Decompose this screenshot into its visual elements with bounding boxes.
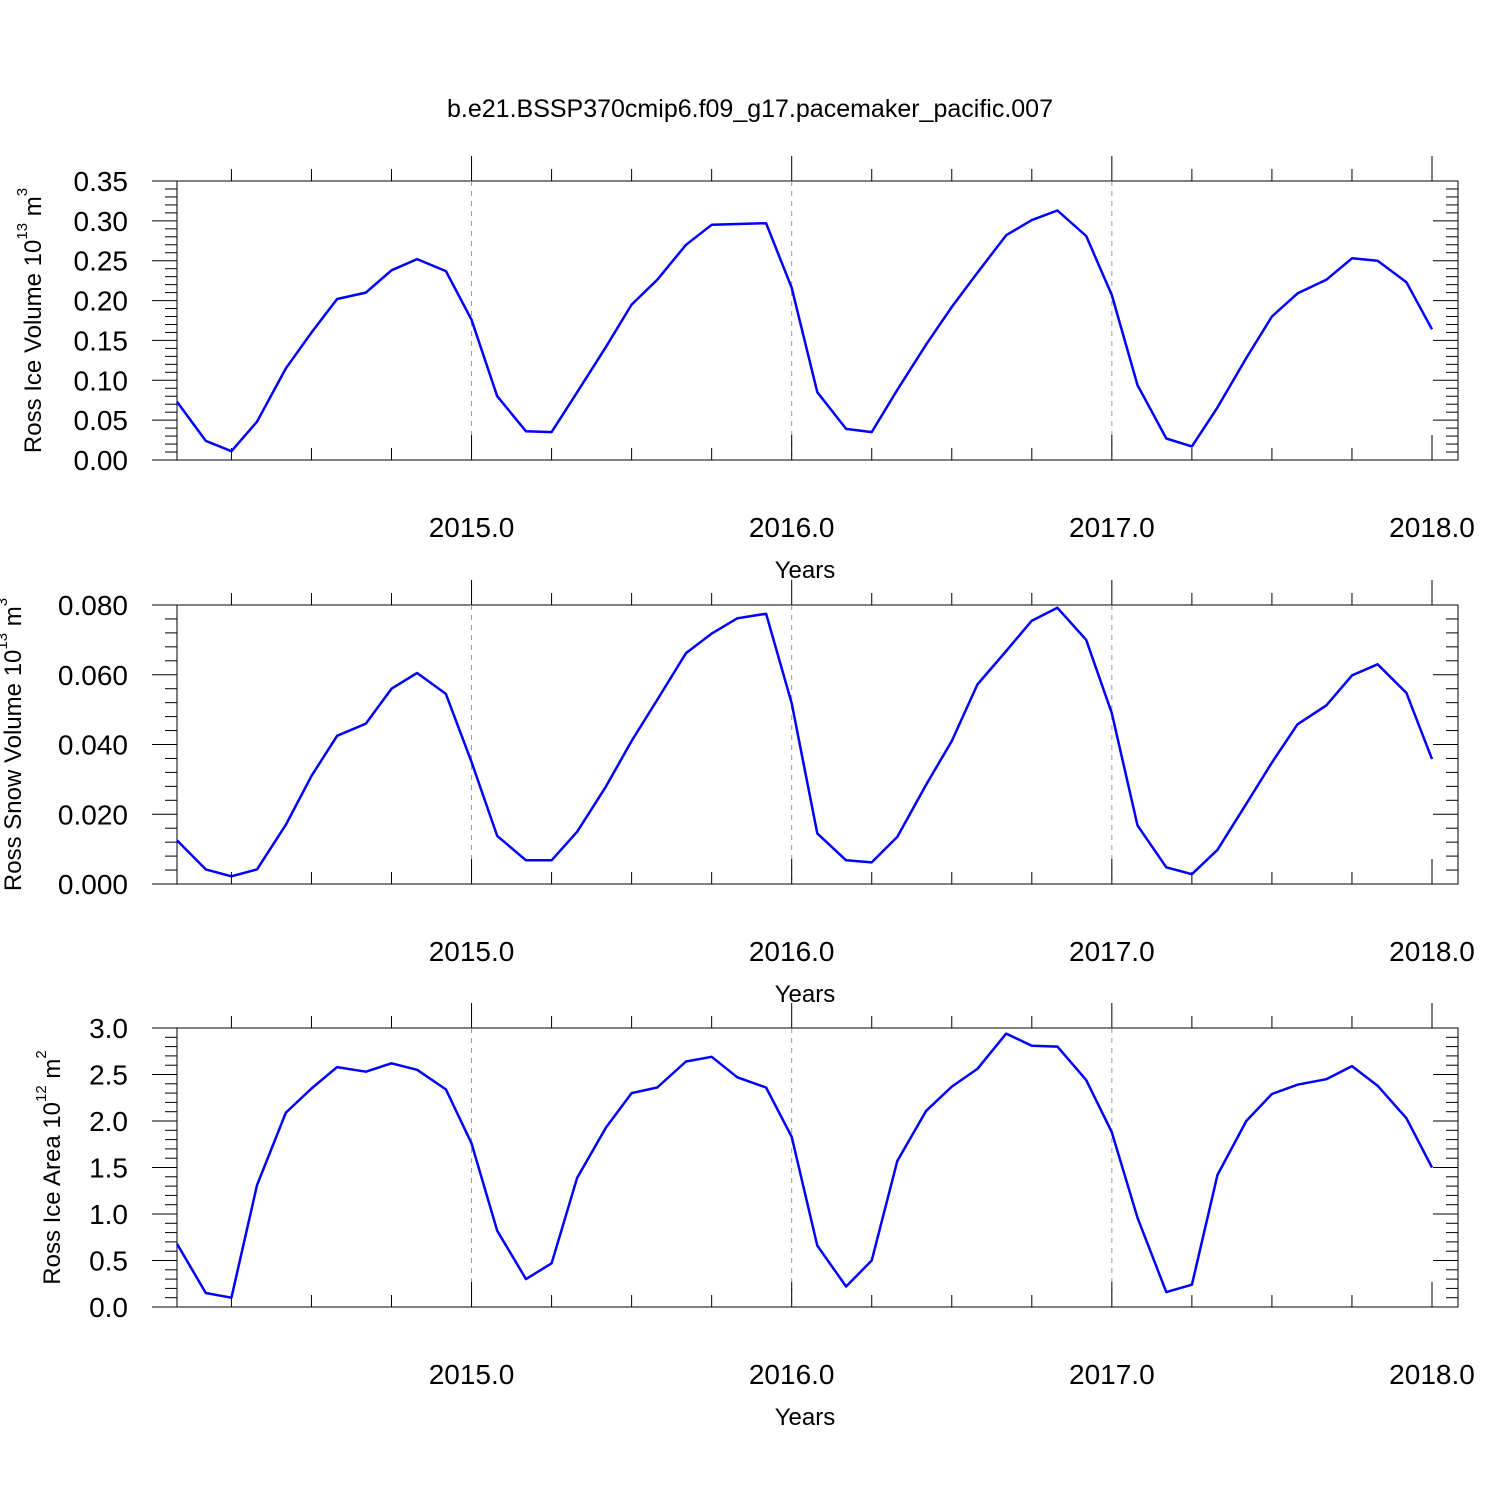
y-tick-label: 2.5 xyxy=(89,1060,128,1091)
x-tick-label: 2017.0 xyxy=(1069,936,1155,967)
x-tick-label: 2017.0 xyxy=(1069,512,1155,543)
y-tick-label: 2.0 xyxy=(89,1106,128,1137)
panel-3: 0.0 0.5 1.0 1.5 2.0 2.5 3.0 2015.0 2016.0 2017.0 2… xyxy=(33,1003,1475,1431)
y-tick-label: 0.000 xyxy=(58,869,128,900)
y-tick-label: 0.20 xyxy=(74,286,129,317)
x-tick-label: 2015.0 xyxy=(429,512,515,543)
y-axis-title-unit-exponent: 3 xyxy=(0,598,11,606)
plot-frame xyxy=(176,604,1459,885)
y-axis-title: Ross Ice Volume 1013 m3 xyxy=(14,188,47,453)
y-tick-label: 0.080 xyxy=(58,590,128,621)
figure-title: b.e21.BSSP370cmip6.f09_g17.pacemaker_pac… xyxy=(447,95,1053,123)
series-line xyxy=(175,1032,1434,1299)
x-tick-label: 2016.0 xyxy=(749,512,835,543)
x-tick-label: 2018.0 xyxy=(1389,936,1475,967)
y-tick-label: 0.060 xyxy=(58,660,128,691)
y-tick-label: 0.00 xyxy=(74,445,129,476)
y-tick-label: 3.0 xyxy=(89,1013,128,1044)
y-tick-label: 0.040 xyxy=(58,730,128,761)
y-axis-title: Ross Ice Area 1012 m2 xyxy=(33,1050,66,1284)
y-tick-label: 0.35 xyxy=(74,166,129,197)
y-tick-label: 0.020 xyxy=(58,799,128,830)
plot-frame xyxy=(176,180,1459,461)
series-line xyxy=(175,209,1434,453)
y-axis-title-unit: m xyxy=(39,1059,66,1086)
x-tick-label: 2018.0 xyxy=(1389,1359,1475,1390)
y-axis-title-main: Ross Ice Volume 10 xyxy=(20,240,47,453)
x-axis-title: Years xyxy=(775,981,836,1008)
panel-1: 0.00 0.05 0.10 0.15 0.20 0.25 0.30 0.35 2015.0 20… xyxy=(14,156,1475,584)
y-axis-title-exponent: 13 xyxy=(0,633,11,650)
y-axis-title-unit-exponent: 2 xyxy=(33,1050,50,1058)
x-tick-label: 2018.0 xyxy=(1389,512,1475,543)
x-tick-label: 2016.0 xyxy=(749,1359,835,1390)
y-tick-label: 0.05 xyxy=(74,405,129,436)
y-tick-label: 1.5 xyxy=(89,1153,128,1184)
y-axis-title-exponent: 13 xyxy=(14,223,31,240)
y-axis-title-exponent: 12 xyxy=(33,1085,50,1102)
y-axis-title-unit-exponent: 3 xyxy=(14,188,31,196)
y-axis-title-main: Ross Snow Volume 10 xyxy=(0,650,27,891)
y-axis-title-unit: m xyxy=(20,196,47,223)
x-tick-label: 2017.0 xyxy=(1069,1359,1155,1390)
y-tick-label: 0.0 xyxy=(89,1292,128,1323)
y-axis-title-main: Ross Ice Area 10 xyxy=(39,1102,66,1285)
x-axis-title: Years xyxy=(775,557,836,584)
y-tick-label: 0.30 xyxy=(74,206,129,237)
panel-2: 0.000 0.020 0.040 0.060 0.080 2015.0 2016.0 201… xyxy=(0,580,1475,1008)
y-tick-label: 0.5 xyxy=(89,1246,128,1277)
x-tick-label: 2016.0 xyxy=(749,936,835,967)
y-tick-label: 0.25 xyxy=(74,246,129,277)
x-tick-label: 2015.0 xyxy=(429,1359,515,1390)
x-axis-title: Years xyxy=(775,1404,836,1431)
y-tick-label: 1.0 xyxy=(89,1199,128,1230)
x-tick-label: 2015.0 xyxy=(429,936,515,967)
y-axis-title-unit: m xyxy=(0,606,27,633)
series-line xyxy=(176,606,1434,878)
y-tick-label: 0.10 xyxy=(74,365,129,396)
y-axis-title: Ross Snow Volume 1013 m3 xyxy=(0,598,27,891)
y-tick-label: 0.15 xyxy=(74,325,129,356)
